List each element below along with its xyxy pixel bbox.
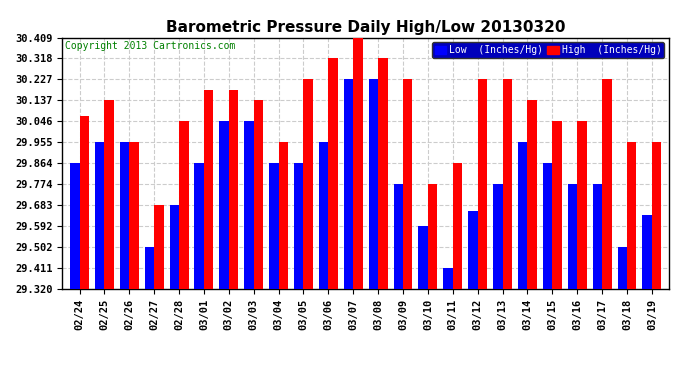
Bar	[403, 80, 413, 289]
Bar	[204, 90, 213, 289]
Bar	[618, 247, 627, 289]
Bar	[79, 116, 89, 289]
Bar	[418, 226, 428, 289]
Bar	[368, 80, 378, 289]
Bar	[518, 142, 527, 289]
Bar	[129, 142, 139, 289]
Bar	[254, 100, 263, 289]
Bar	[219, 121, 229, 289]
Bar	[344, 80, 353, 289]
Bar	[319, 142, 328, 289]
Bar	[195, 163, 204, 289]
Bar	[328, 58, 338, 289]
Bar	[652, 142, 661, 289]
Bar	[120, 142, 129, 289]
Bar	[568, 184, 578, 289]
Bar	[502, 80, 512, 289]
Bar	[627, 142, 636, 289]
Bar	[154, 205, 164, 289]
Bar	[578, 121, 586, 289]
Bar	[453, 163, 462, 289]
Bar	[145, 247, 154, 289]
Bar	[602, 80, 611, 289]
Bar	[428, 184, 437, 289]
Bar	[244, 121, 254, 289]
Bar	[179, 121, 188, 289]
Bar	[477, 80, 487, 289]
Legend: Low  (Inches/Hg), High  (Inches/Hg): Low (Inches/Hg), High (Inches/Hg)	[432, 42, 664, 58]
Bar	[378, 58, 388, 289]
Bar	[469, 211, 477, 289]
Bar	[393, 184, 403, 289]
Title: Barometric Pressure Daily High/Low 20130320: Barometric Pressure Daily High/Low 20130…	[166, 20, 565, 35]
Text: Copyright 2013 Cartronics.com: Copyright 2013 Cartronics.com	[65, 41, 235, 51]
Bar	[593, 184, 602, 289]
Bar	[294, 163, 304, 289]
Bar	[552, 121, 562, 289]
Bar	[229, 90, 238, 289]
Bar	[642, 215, 652, 289]
Bar	[170, 205, 179, 289]
Bar	[95, 142, 104, 289]
Bar	[444, 268, 453, 289]
Bar	[279, 142, 288, 289]
Bar	[527, 100, 537, 289]
Bar	[493, 184, 502, 289]
Bar	[353, 38, 363, 289]
Bar	[543, 163, 552, 289]
Bar	[104, 100, 114, 289]
Bar	[304, 80, 313, 289]
Bar	[269, 163, 279, 289]
Bar	[70, 163, 79, 289]
